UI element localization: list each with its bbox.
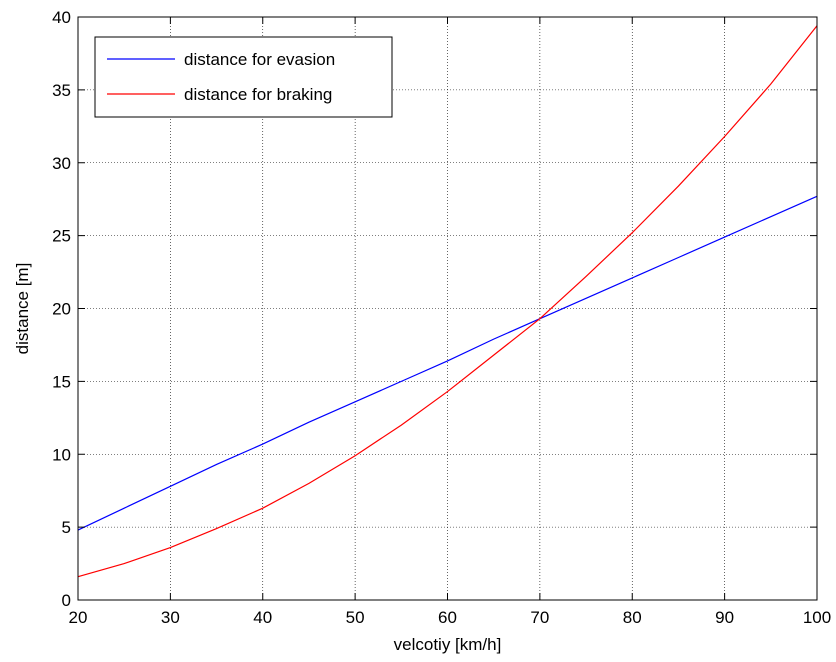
x-tick-label: 20 — [69, 608, 88, 627]
y-tick-label: 20 — [52, 300, 71, 319]
grid-lines — [78, 17, 817, 600]
legend-box — [94, 36, 393, 118]
y-axis-label: distance [m] — [13, 263, 32, 355]
x-tick-label: 70 — [530, 608, 549, 627]
y-tick-label: 35 — [52, 81, 71, 100]
axis-ticks: 20 30 40 50 60 70 80 90 100 0 5 10 15 20 25 30 35 40 — [52, 8, 831, 627]
x-tick-label: 60 — [438, 608, 457, 627]
x-tick-label: 80 — [623, 608, 642, 627]
y-tick-label: 10 — [52, 445, 71, 464]
legend: distance for evasion distance for brakin… — [94, 36, 393, 118]
y-tick-label: 0 — [62, 591, 71, 610]
y-tick-label: 25 — [52, 227, 71, 246]
series-line-1 — [77, 25, 818, 578]
y-tick-label: 15 — [52, 372, 71, 391]
x-tick-label: 90 — [715, 608, 734, 627]
y-tick-label: 30 — [52, 154, 71, 173]
legend-label-braking: distance for braking — [184, 85, 332, 104]
y-tick-label: 40 — [52, 8, 71, 27]
x-tick-label: 30 — [161, 608, 180, 627]
series-lines — [77, 25, 818, 578]
y-tick-label: 5 — [62, 518, 71, 537]
x-tick-label: 50 — [346, 608, 365, 627]
series-line-0 — [77, 195, 818, 531]
x-axis-label: velcotiy [km/h] — [394, 635, 502, 654]
x-tick-label: 100 — [803, 608, 831, 627]
legend-label-evasion: distance for evasion — [184, 50, 335, 69]
x-tick-label: 40 — [253, 608, 272, 627]
